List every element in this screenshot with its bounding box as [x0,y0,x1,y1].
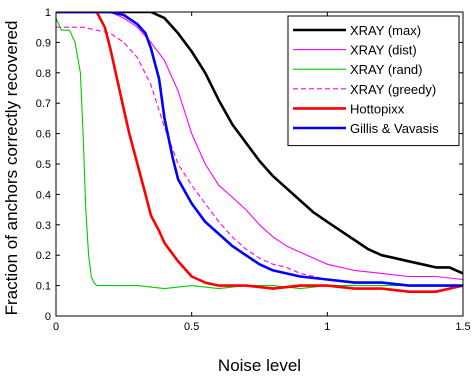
x-tick-label: 1 [324,321,330,333]
series-line-1 [56,12,463,281]
legend-entry-label: Gillis & Vavasis [350,121,439,136]
legend-entry-label: XRAY (rand) [350,62,423,77]
y-tick-label: 0.4 [36,189,51,201]
y-tick-label: 1 [45,7,51,19]
series-line-3 [56,26,463,287]
y-tick-label: 0.7 [36,98,51,110]
series-line-2 [56,17,463,290]
axis-ticks: 0 0.5 1 1.5 0 0.1 0.2 0.3 0.4 0.5 0.6 0.7 0.8 0.9 1 [36,7,471,333]
y-tick-label: 0.5 [36,159,51,171]
x-axis-label: Noise level [218,356,301,375]
legend-entry-label: XRAY (max) [350,23,421,38]
y-tick-label: 0.9 [36,37,51,49]
legend-entry-label: XRAY (greedy) [350,82,436,97]
series-line-4 [56,12,463,294]
y-tick-label: 0.2 [36,250,51,262]
y-tick-label: 0.8 [36,68,51,80]
plot-lines [56,12,463,294]
legend-entry-label: Hottopixx [350,101,405,116]
x-tick-label: 1.5 [455,321,470,333]
y-tick-label: 0.6 [36,129,51,141]
series-line-0 [56,12,463,275]
x-tick-label: 0 [53,321,59,333]
legend: XRAY (max) XRAY (dist) XRAY (rand) XRAY (gr… [287,15,460,147]
y-tick-label: 0.3 [36,220,51,232]
series-line-5 [56,12,463,287]
legend-box [287,15,460,147]
x-tick-label: 0.5 [184,321,199,333]
y-tick-label: 0.1 [36,281,51,293]
legend-entry-label: XRAY (dist) [350,43,417,58]
y-tick-label: 0 [45,311,51,323]
y-axis-label: Fraction of anchors correctly recovered [2,21,21,316]
